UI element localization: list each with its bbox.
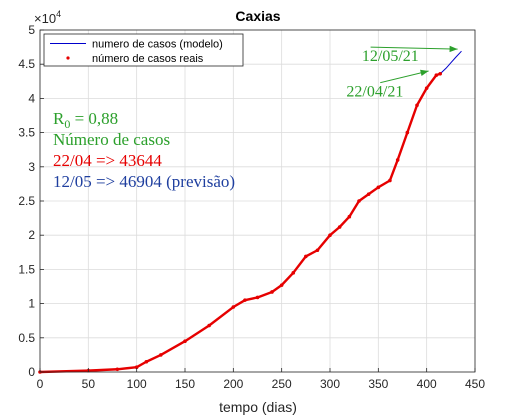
legend-box [43, 33, 244, 67]
series-marker-real [337, 225, 342, 229]
x-tick-label: 450 [465, 377, 485, 391]
series-marker-real [279, 283, 284, 287]
series-marker-real [434, 73, 439, 77]
series-marker-real [144, 359, 149, 364]
series-marker-real [415, 103, 419, 108]
y-tick-label: 4 [28, 91, 35, 105]
series-marker-real [255, 295, 260, 300]
series-marker-real [291, 271, 296, 275]
chart-title: Caxias [235, 8, 280, 24]
y-multiplier-base: ×10 [34, 11, 56, 26]
series-marker-real [388, 178, 392, 183]
series-marker-real [366, 192, 371, 196]
y-tick-label: 0 [28, 365, 35, 379]
series-marker-real [405, 130, 410, 135]
y-tick-label: 4.5 [18, 57, 35, 71]
r0-text: R0 = 0,88 [53, 109, 118, 131]
r0-symbol: R [53, 109, 65, 128]
legend: numero de casos (modelo) número de casos… [43, 33, 244, 67]
annotation-label: 22/04/21 [346, 83, 403, 100]
annotation-arrow-head [449, 45, 458, 53]
x-tick-label: 0 [37, 377, 44, 391]
y-tick-label: 2 [28, 228, 35, 242]
y-multiplier: ×104 [34, 9, 61, 26]
series-marker-real [315, 248, 320, 253]
series-marker-real [231, 305, 236, 309]
y-tick-label: 5 [28, 23, 35, 37]
x-tick-label: 400 [417, 377, 437, 391]
r0-value: = 0,88 [70, 109, 118, 128]
annotation-label: 12/05/21 [362, 48, 419, 65]
x-tick-label: 350 [368, 377, 388, 391]
series-marker-real [304, 254, 308, 259]
legend-label-model: numero de casos (modelo) [92, 39, 223, 51]
series-marker-real [395, 158, 400, 162]
series-layer [38, 50, 462, 374]
info-box: R0 = 0,88 Número de casos 22/04 => 43644… [53, 109, 235, 191]
series-marker-real [328, 233, 332, 237]
series-marker-real [376, 185, 381, 190]
y-tick-label: 2.5 [18, 194, 35, 208]
x-tick-label: 100 [127, 377, 147, 391]
series-marker-real [357, 199, 361, 203]
series-marker-real [159, 353, 163, 357]
y-tick-label: 1 [28, 297, 35, 311]
series-marker-real [134, 365, 139, 370]
x-axis-label: tempo (dias) [219, 399, 297, 415]
annotation-arrow-head [420, 69, 429, 77]
x-tick-label: 150 [175, 377, 195, 391]
series-marker-real [243, 298, 247, 302]
x-tick-label: 50 [82, 377, 96, 391]
series-marker-real [270, 290, 274, 294]
cases-pred-line: 12/05 => 46904 (previsão) [53, 172, 235, 191]
y-tick-label: 3.5 [18, 126, 35, 140]
legend-marker-real [66, 56, 70, 60]
cases-real-line: 22/04 => 43644 [53, 151, 162, 170]
ticks: 0 50 100 150 200 250 300 350 400 45000.511.522.53… [18, 23, 485, 391]
y-tick-label: 1.5 [18, 262, 35, 276]
x-tick-label: 300 [320, 377, 340, 391]
series-marker-real [183, 339, 187, 344]
annotation-arrow-line [370, 46, 458, 50]
series-marker-real [424, 86, 429, 90]
annotation-arrow-line [380, 70, 429, 84]
legend-label-real: número de casos reais [92, 53, 204, 65]
y-tick-label: 3 [28, 160, 35, 174]
series-marker-real [438, 71, 443, 76]
y-tick-label: 0.5 [18, 331, 35, 345]
series-marker-real [207, 323, 211, 328]
grid [39, 29, 476, 373]
y-multiplier-exp: 4 [56, 9, 61, 19]
annotations: 12/05/21 22/04/21 [346, 45, 458, 100]
series-marker-real [115, 367, 120, 372]
x-tick-label: 200 [223, 377, 243, 391]
r0-subscript: 0 [64, 117, 70, 131]
series-marker-real [347, 214, 352, 219]
cases-label: Número de casos [53, 130, 170, 149]
x-tick-label: 250 [272, 377, 292, 391]
